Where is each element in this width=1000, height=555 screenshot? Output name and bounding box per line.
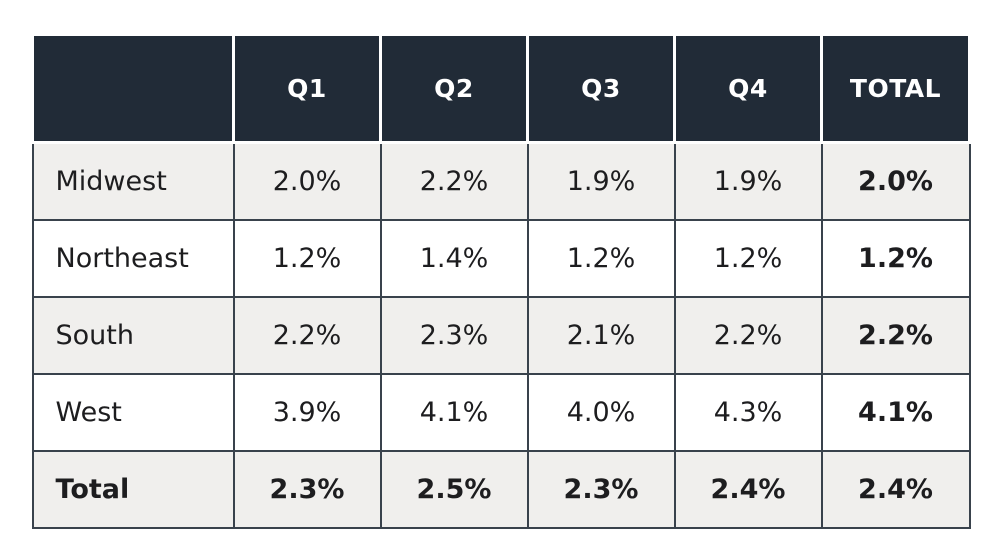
header-cell-empty — [31, 33, 235, 144]
value-cell: 3.9% — [232, 373, 382, 452]
header-cell: Q3 — [526, 33, 676, 144]
table-row: South 2.2% 2.3% 2.1% 2.2% 2.2% — [31, 296, 971, 375]
row-label-cell: West — [31, 373, 235, 452]
table-row: Total 2.3% 2.5% 2.3% 2.4% 2.4% — [31, 450, 971, 529]
table-row: West 3.9% 4.1% 4.0% 4.3% 4.1% — [31, 373, 971, 452]
value-cell: 2.3% — [379, 296, 529, 375]
table-row: Midwest 2.0% 2.2% 1.9% 1.9% 2.0% — [31, 141, 971, 221]
total-cell: 2.2% — [820, 296, 971, 375]
value-cell: 1.2% — [232, 219, 382, 298]
value-cell: 1.2% — [526, 219, 676, 298]
value-cell: 1.4% — [379, 219, 529, 298]
total-cell: 1.2% — [820, 219, 971, 298]
value-cell: 1.2% — [673, 219, 823, 298]
value-cell: 2.0% — [232, 141, 382, 221]
value-cell: 2.2% — [673, 296, 823, 375]
row-label-cell: South — [31, 296, 235, 375]
quarterly-region-table: Q1 Q2 Q3 Q4 TOTAL Midwest 2.0% 2.2% 1.9% 1.9% 2.0… — [31, 33, 971, 529]
value-cell: 2.3% — [526, 450, 676, 529]
value-cell: 2.2% — [379, 141, 529, 221]
row-label-cell: Total — [31, 450, 235, 529]
total-cell: 4.1% — [820, 373, 971, 452]
header-cell: Q2 — [379, 33, 529, 144]
value-cell: 2.2% — [232, 296, 382, 375]
value-cell: 1.9% — [673, 141, 823, 221]
value-cell: 2.5% — [379, 450, 529, 529]
value-cell: 4.1% — [379, 373, 529, 452]
header-row: Q1 Q2 Q3 Q4 TOTAL — [31, 33, 971, 144]
value-cell: 2.3% — [232, 450, 382, 529]
value-cell: 4.3% — [673, 373, 823, 452]
header-cell: TOTAL — [820, 33, 971, 144]
table-body: Midwest 2.0% 2.2% 1.9% 1.9% 2.0% Northeast 1.2%… — [31, 141, 971, 529]
value-cell: 4.0% — [526, 373, 676, 452]
total-cell: 2.4% — [820, 450, 971, 529]
row-label-cell: Northeast — [31, 219, 235, 298]
value-cell: 2.4% — [673, 450, 823, 529]
header-cell: Q4 — [673, 33, 823, 144]
row-label-cell: Midwest — [31, 141, 235, 221]
value-cell: 1.9% — [526, 141, 676, 221]
header-cell: Q1 — [232, 33, 382, 144]
value-cell: 2.1% — [526, 296, 676, 375]
table-row: Northeast 1.2% 1.4% 1.2% 1.2% 1.2% — [31, 219, 971, 298]
total-cell: 2.0% — [820, 141, 971, 221]
